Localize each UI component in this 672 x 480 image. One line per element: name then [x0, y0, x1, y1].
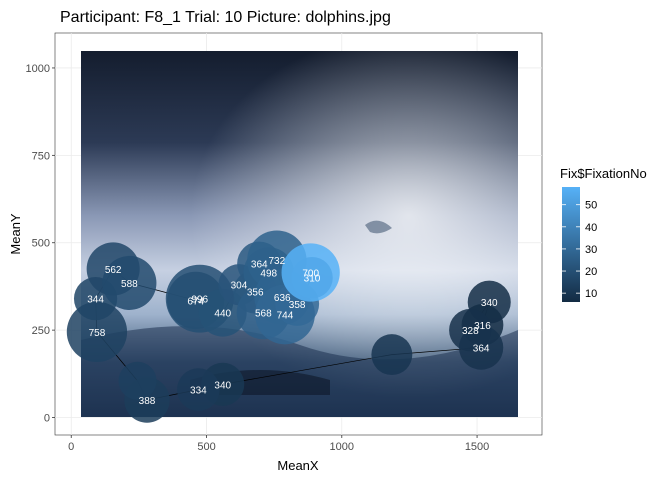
- legend: Fix$FixationNo 10 20 30 40 50: [560, 166, 647, 302]
- fixation-label: 388: [139, 396, 156, 407]
- legend-colorbar: [562, 187, 580, 302]
- fixation-point: [102, 255, 157, 310]
- fixation-label: 328: [462, 326, 479, 337]
- fixation-label: 364: [251, 260, 268, 271]
- legend-tick-label: 50: [585, 200, 597, 212]
- fixation-label: 744: [277, 310, 294, 321]
- x-axis-title: MeanX: [277, 458, 319, 473]
- legend-tick-label: 30: [585, 244, 597, 256]
- fixation-label: 732: [269, 256, 286, 267]
- fixation-label: 358: [289, 300, 306, 311]
- fixation-label: 340: [481, 298, 498, 309]
- legend-ticks: 10 20 30 40 50: [562, 200, 597, 300]
- y-tick-label: 750: [32, 150, 50, 162]
- fixation-points: [66, 230, 511, 423]
- fixation-label: 316: [474, 321, 491, 332]
- y-tick-label: 500: [32, 238, 50, 250]
- legend-title: Fix$FixationNo: [560, 166, 647, 181]
- fixation-label: 364: [473, 344, 490, 355]
- fixation-label: 304: [231, 281, 248, 292]
- y-axis-title: MeanY: [8, 213, 23, 255]
- y-tick-label: 0: [44, 413, 50, 425]
- fixation-label: 356: [247, 288, 264, 299]
- fixation-label: 636: [274, 293, 291, 304]
- y-axis: 0 250 500 750 1000: [26, 63, 55, 425]
- x-tick-label: 0: [68, 441, 74, 453]
- fixation-point: [177, 368, 220, 411]
- background-photo: [81, 51, 518, 417]
- fixation-label: 344: [87, 295, 104, 306]
- fixation-label: 340: [214, 380, 231, 391]
- fixation-point: [66, 301, 128, 363]
- x-axis: 0 500 1000 1500: [68, 435, 489, 453]
- fixation-label: 758: [89, 328, 106, 339]
- legend-tick-label: 20: [585, 266, 597, 278]
- x-tick-label: 500: [197, 441, 215, 453]
- legend-tick-label: 40: [585, 222, 597, 234]
- fixation-label: 310: [304, 274, 321, 285]
- fixation-label: 700: [302, 268, 319, 279]
- legend-tick-label: 10: [585, 288, 597, 300]
- fixation-point: [281, 243, 340, 302]
- fixation-label: 674: [187, 296, 204, 307]
- x-tick-label: 1000: [330, 441, 354, 453]
- fixation-point: [371, 334, 413, 376]
- fixation-label: 440: [214, 309, 231, 320]
- y-tick-label: 250: [32, 325, 50, 337]
- fixation-point: [459, 325, 504, 370]
- fixation-label: 996: [191, 295, 208, 306]
- fixation-point: [118, 361, 157, 400]
- fixation-label: 588: [121, 279, 138, 290]
- fixation-label: 562: [105, 265, 122, 276]
- chart-title: Participant: F8_1 Trial: 10 Picture: dol…: [60, 9, 391, 26]
- fixation-label: 334: [190, 386, 207, 397]
- y-tick-label: 1000: [26, 63, 50, 75]
- x-tick-label: 1500: [465, 441, 489, 453]
- fixation-label: 498: [260, 268, 277, 279]
- fixation-label: 568: [255, 309, 272, 320]
